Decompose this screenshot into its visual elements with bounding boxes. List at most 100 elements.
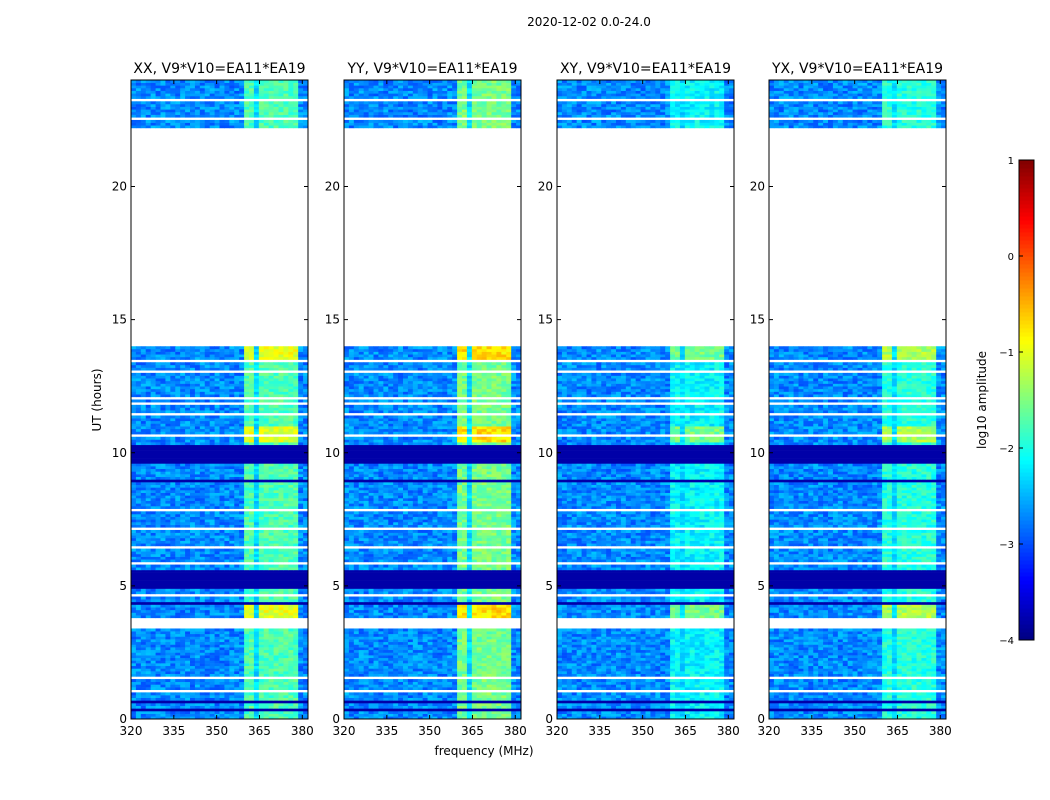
heatmap-cell [234,511,240,515]
heatmap-cell [175,125,181,129]
heatmap-cell [145,372,152,376]
heatmap-cell [199,101,206,105]
heatmap-cell [204,101,211,105]
heatmap-cell [131,607,137,611]
heatmap-cell [214,639,220,643]
heatmap-cell [219,420,225,424]
heatmap-cell [268,506,274,509]
heatmap-cell [263,490,270,493]
heatmap-cell [194,548,201,552]
heatmap-cell [368,705,374,709]
heatmap-cell [170,498,176,501]
heatmap-cell [229,431,235,435]
heatmap-cell [298,476,304,480]
heatmap-cell [145,612,152,616]
heatmap-cell [170,668,176,672]
heatmap-cell [150,90,156,94]
heatmap-cell [288,663,294,667]
heatmap-cell [278,498,284,501]
heatmap-cell [239,516,245,520]
heatmap-cell [442,697,448,701]
heatmap-cell [170,423,176,427]
heatmap-cell [249,641,255,645]
heatmap-cell [239,482,245,485]
heatmap-cell [175,426,181,430]
heatmap-cell [273,532,279,536]
heatmap-cell [234,492,240,496]
heatmap-cell [214,644,220,648]
heatmap-cell [234,428,240,432]
heatmap-cell [268,428,274,432]
heatmap-cell [407,681,414,685]
heatmap-cell [368,668,374,672]
heatmap-cell [165,513,171,517]
heatmap-cell [244,428,250,432]
heatmap-cell [403,665,409,669]
heatmap-cell [258,713,265,717]
heatmap-cell [145,482,152,485]
heatmap-cell [135,567,142,571]
heatmap-cell [160,463,166,467]
heatmap-cell [135,564,142,568]
heatmap-cell [165,657,171,661]
heatmap-cell [268,372,274,376]
heatmap-cell [239,468,245,472]
heatmap-cell [140,647,147,651]
heatmap-cell [253,695,260,698]
heatmap-cell [288,609,294,613]
heatmap-cell [263,466,270,470]
heatmap-cell [268,375,274,379]
heatmap-cell [145,476,152,480]
heatmap-cell [244,442,250,446]
heatmap-cell [170,383,176,387]
heatmap-cell [303,649,308,653]
heatmap-cell [258,386,265,390]
heatmap-cell [258,80,265,83]
heatmap-cell [140,513,147,517]
heatmap-cell [204,428,211,432]
heatmap-cell [190,516,196,520]
heatmap-cell [214,633,220,637]
heatmap-cell [249,556,255,560]
heatmap-cell [239,537,245,541]
heatmap-cell [135,665,142,669]
heatmap-cell [388,705,394,709]
heatmap-cell [273,356,279,360]
heatmap-cell [278,564,284,568]
heatmap-cell [234,513,240,517]
heatmap-cell [293,537,299,541]
heatmap-cell [298,383,304,387]
heatmap-cell [303,407,308,411]
heatmap-cell [140,543,147,547]
heatmap-cell [150,649,156,653]
heatmap-cell [131,492,137,496]
heatmap-cell [160,111,166,115]
heatmap-cell [249,609,255,613]
heatmap-cell [293,628,299,632]
heatmap-cell [160,468,166,472]
heatmap-cell [258,362,265,366]
heatmap-cell [224,351,230,355]
heatmap-cell [437,695,443,698]
heatmap-cell [165,596,171,600]
heatmap-cell [293,346,299,350]
heatmap-cell [249,567,255,571]
heatmap-cell [175,607,181,611]
heatmap-cell [263,492,270,496]
heatmap-cell [131,519,137,523]
heatmap-cell [160,372,166,376]
heatmap-cell [298,633,304,637]
heatmap-cell [398,703,404,706]
heatmap-cell [214,346,220,350]
heatmap-cell [288,652,294,656]
heatmap-cell [298,106,304,110]
heatmap-cell [278,418,284,422]
heatmap-cell [131,423,137,427]
heatmap-cell [288,716,294,719]
heatmap-cell [135,612,142,616]
heatmap-cell [180,125,186,129]
heatmap-cell [268,348,274,352]
heatmap-cell [239,407,245,411]
heatmap-cell [160,684,166,688]
heatmap-cell [283,711,289,714]
